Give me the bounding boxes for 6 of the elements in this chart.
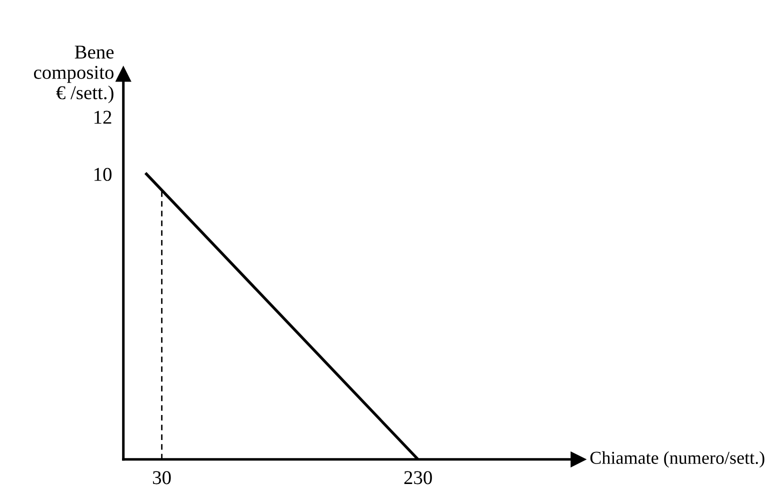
y-axis-title: Bene composito € /sett.) <box>34 46 114 104</box>
x-tick-label: 30 <box>153 471 171 484</box>
y-tick-label: 10 <box>94 168 112 181</box>
x-tick-label: 230 <box>404 471 432 484</box>
y-tick-label: 12 <box>94 110 112 124</box>
x-axis-title: Chiamate (numero/sett.) <box>590 451 764 468</box>
